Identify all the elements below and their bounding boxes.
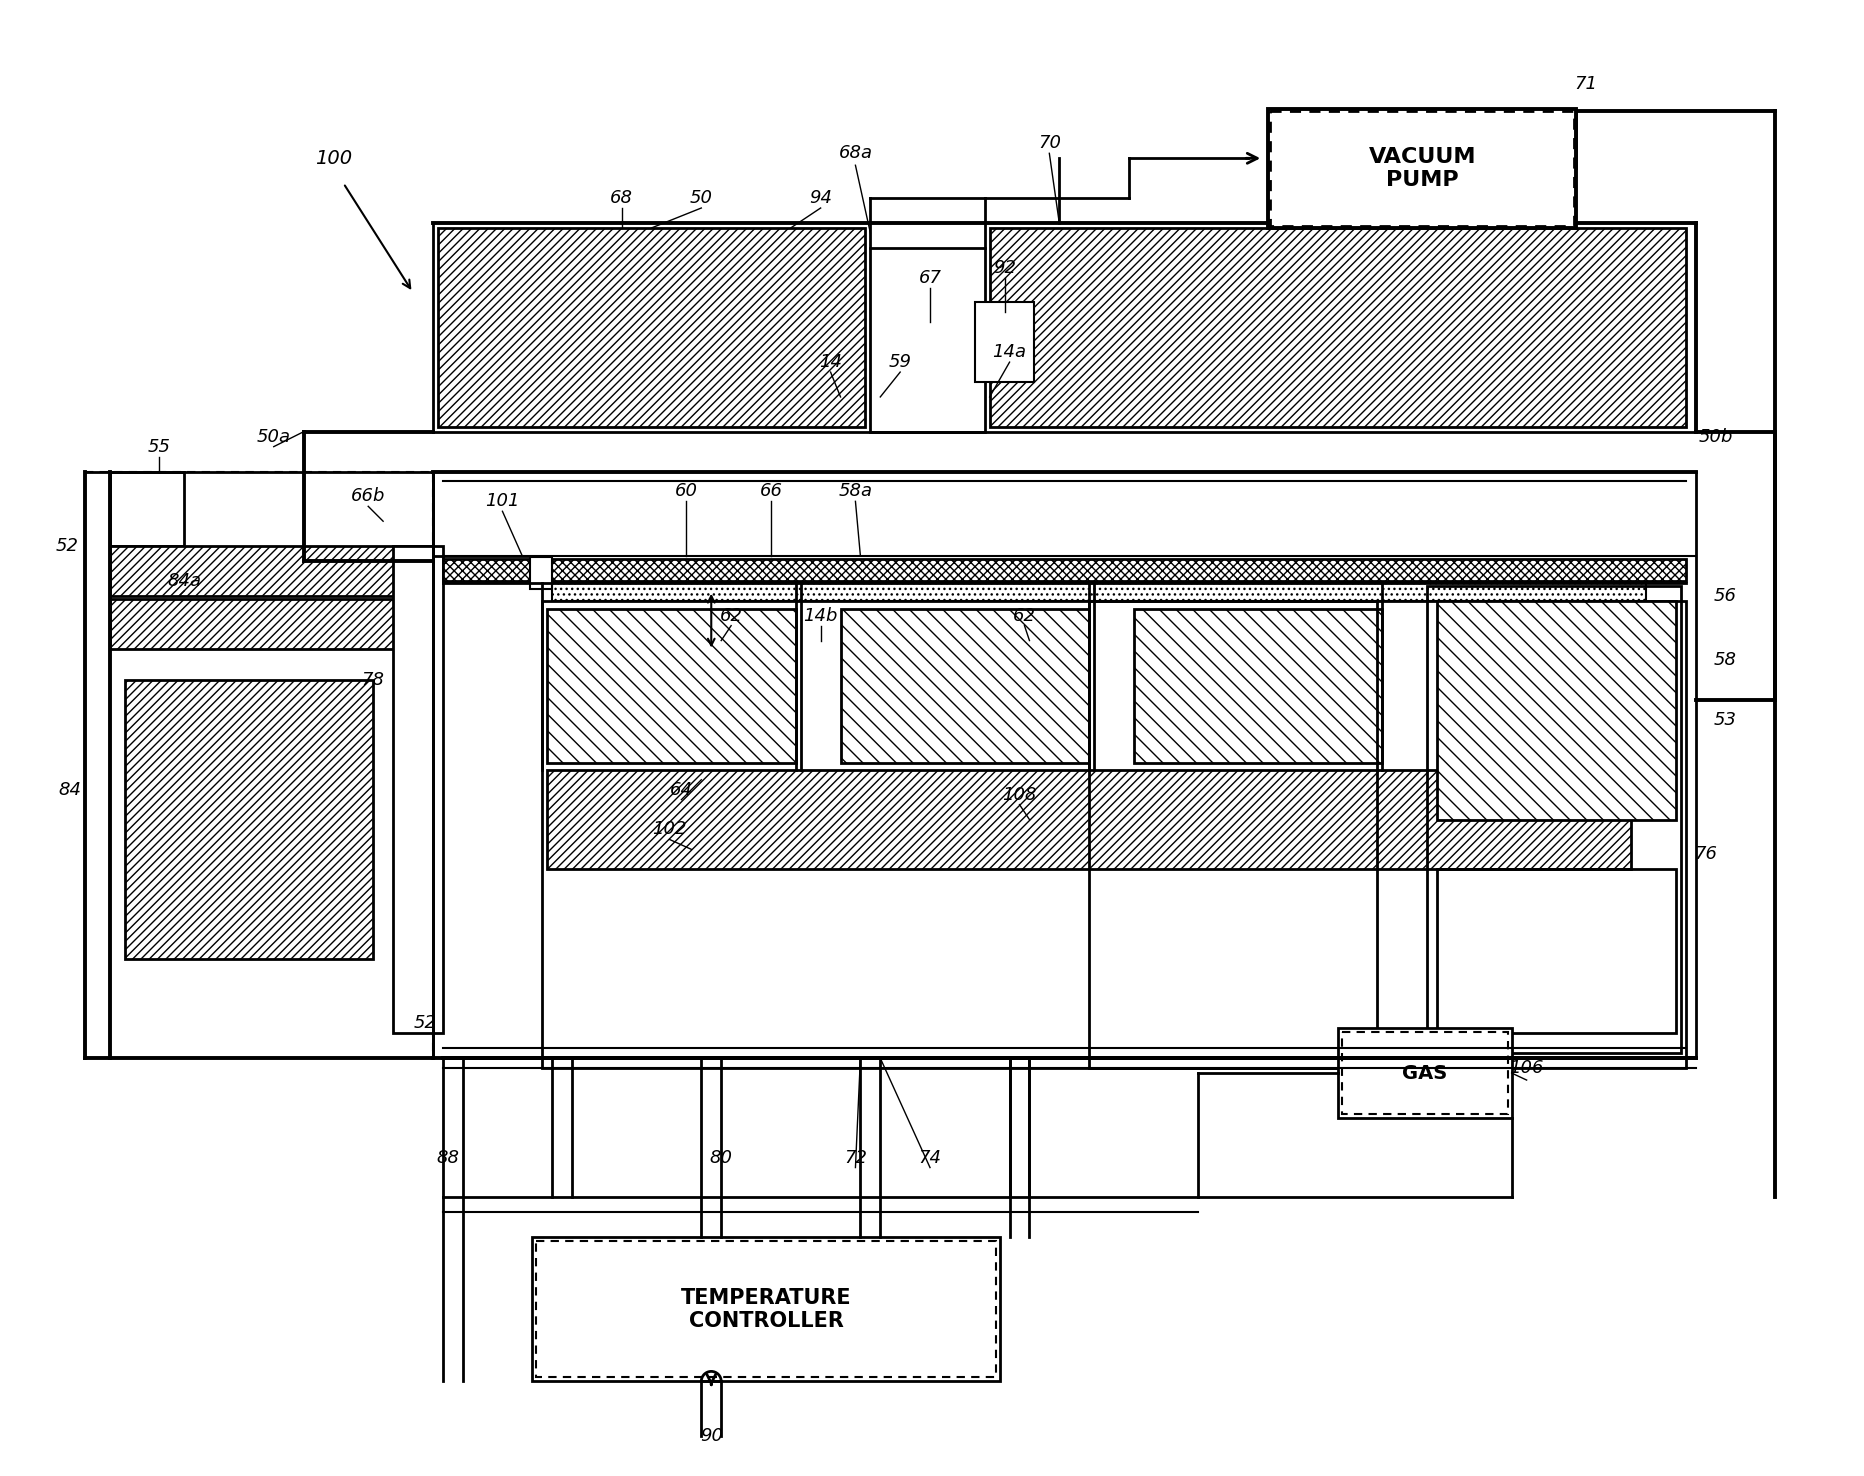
Bar xyxy=(1437,601,1676,819)
Text: 53: 53 xyxy=(1713,711,1735,729)
Bar xyxy=(542,601,1685,1069)
Bar xyxy=(1426,586,1679,1054)
Text: 55: 55 xyxy=(147,438,171,456)
Bar xyxy=(1133,608,1381,763)
Text: 66b: 66b xyxy=(350,487,386,505)
Text: 108: 108 xyxy=(1001,785,1036,803)
Text: 92: 92 xyxy=(992,258,1016,276)
Text: 56: 56 xyxy=(1713,587,1735,605)
Bar xyxy=(1336,1029,1512,1117)
Bar xyxy=(552,583,1646,601)
Text: 101: 101 xyxy=(485,493,520,511)
Text: 71: 71 xyxy=(1573,75,1597,93)
Text: 50a: 50a xyxy=(257,428,291,446)
Text: 59: 59 xyxy=(889,353,911,370)
Text: 14: 14 xyxy=(818,353,843,370)
Text: 64: 64 xyxy=(669,781,693,799)
Bar xyxy=(110,471,185,546)
Text: 68: 68 xyxy=(610,189,634,207)
Text: TEMPERATURE
CONTROLLER: TEMPERATURE CONTROLLER xyxy=(680,1287,850,1331)
Text: 106: 106 xyxy=(1508,1060,1543,1077)
Text: 50b: 50b xyxy=(1698,428,1732,446)
Text: 84a: 84a xyxy=(168,571,201,590)
Bar xyxy=(442,559,1685,582)
Text: 102: 102 xyxy=(652,821,686,838)
Bar xyxy=(870,248,984,432)
Bar xyxy=(110,599,432,648)
Bar xyxy=(84,471,432,1058)
Bar xyxy=(125,680,373,959)
Bar xyxy=(1437,869,1676,1033)
Text: 62: 62 xyxy=(720,607,742,624)
Text: 76: 76 xyxy=(1693,846,1717,863)
Bar xyxy=(529,556,552,589)
Text: 67: 67 xyxy=(919,269,941,286)
Text: 70: 70 xyxy=(1036,134,1061,152)
Text: 100: 100 xyxy=(315,149,352,168)
Bar xyxy=(1269,111,1573,226)
Text: 52: 52 xyxy=(56,537,78,555)
Bar xyxy=(546,770,1631,869)
Text: VACUUM
PUMP: VACUUM PUMP xyxy=(1368,146,1474,190)
Text: 14b: 14b xyxy=(803,607,837,624)
Text: 78: 78 xyxy=(362,672,384,689)
Bar xyxy=(438,227,865,427)
Text: 80: 80 xyxy=(710,1148,733,1166)
Bar xyxy=(1089,601,1377,1069)
Bar xyxy=(393,546,442,1033)
Text: 68a: 68a xyxy=(839,145,872,162)
Bar xyxy=(841,608,1089,763)
Bar xyxy=(1340,1032,1506,1114)
Bar xyxy=(990,227,1685,427)
Text: 74: 74 xyxy=(919,1148,941,1166)
Bar xyxy=(110,546,432,596)
Text: 52: 52 xyxy=(414,1014,436,1032)
Bar xyxy=(975,303,1035,382)
Text: 90: 90 xyxy=(699,1427,723,1445)
Bar xyxy=(537,1241,995,1377)
Bar xyxy=(531,1237,999,1382)
Text: 62: 62 xyxy=(1012,607,1035,624)
Text: 58: 58 xyxy=(1713,651,1735,670)
Text: 60: 60 xyxy=(675,483,697,500)
Text: 94: 94 xyxy=(809,189,831,207)
Text: 84: 84 xyxy=(58,781,82,799)
Text: 50: 50 xyxy=(690,189,712,207)
Text: GAS: GAS xyxy=(1402,1064,1446,1082)
Text: 72: 72 xyxy=(844,1148,867,1166)
Text: 58a: 58a xyxy=(839,483,872,500)
Bar xyxy=(1268,109,1575,227)
Bar xyxy=(546,608,796,763)
Text: 66: 66 xyxy=(759,483,783,500)
Text: 14a: 14a xyxy=(992,344,1025,362)
Text: 88: 88 xyxy=(436,1148,459,1166)
